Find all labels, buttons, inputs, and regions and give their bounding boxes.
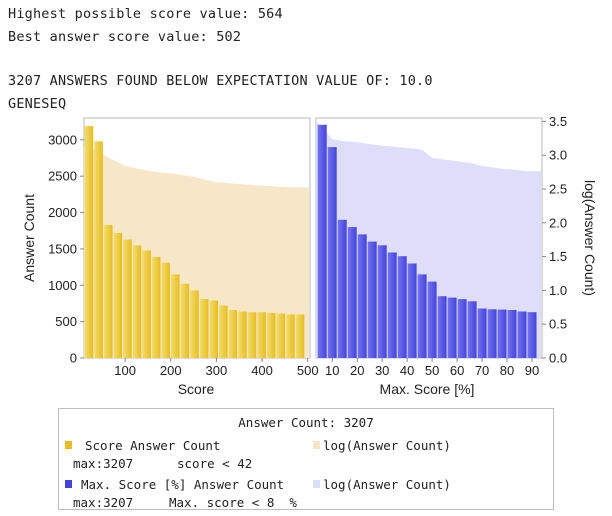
percent-x-tick-label: 80 (500, 363, 514, 378)
percent-bar (437, 296, 447, 358)
score-bar (171, 274, 180, 358)
score-bar (94, 141, 103, 358)
percent-x-tick-label: 60 (450, 363, 464, 378)
score-y-tick-label: 2000 (48, 205, 77, 220)
score-bar (199, 299, 209, 358)
percent-y-tick-label: 1.5 (549, 249, 567, 264)
score-bar (286, 314, 295, 358)
highest-score-text: Highest possible score value: 564 (8, 6, 283, 22)
score-bar (257, 312, 266, 358)
answers-found-text: 3207 ANSWERS FOUND BELOW EXPECTATION VAL… (8, 73, 433, 89)
percent-x-tick-label: 90 (525, 363, 539, 378)
score-y-tick-label: 2500 (48, 169, 77, 184)
percent-bar (347, 227, 357, 358)
answer-count-y-axis-title: Answer Count (21, 194, 37, 282)
percent-count-label: Max. Score [%] Answer Count (81, 477, 285, 492)
score-condition-text: score < 42 (177, 456, 253, 471)
score-bar (113, 232, 123, 358)
percent-x-tick-label: 40 (400, 363, 414, 378)
score-x-tick-label: 400 (251, 363, 273, 378)
score-count-swatch (65, 441, 72, 449)
percent-bar (317, 124, 327, 358)
percent-bar (527, 312, 537, 358)
answer-count-charts: 100 200 300 400 500050010001500200025003000 … (21, 114, 598, 397)
percent-bar (447, 297, 457, 358)
score-max-text: max:3207 (73, 456, 134, 471)
percent-bar (477, 308, 487, 358)
score-bar (238, 311, 247, 358)
score-bar (161, 262, 170, 358)
log-count-y-axis-title: log(Answer Count) (582, 180, 598, 296)
percent-x-tick-label: 50 (425, 363, 439, 378)
max-score-percent-chart: 10 20 30 40 50 60 70 80 90 0.0 0.5 1.0 1.5 2.0 2.5 3.0 3… (315, 114, 567, 378)
percent-y-tick-label: 2.0 (549, 215, 567, 230)
percent-y-tick-label: 3.5 (549, 114, 567, 129)
score-bar (190, 290, 199, 358)
score-bar (219, 305, 228, 358)
percent-bar (457, 299, 467, 358)
percent-count-swatch (65, 480, 72, 488)
percent-bar (397, 256, 407, 358)
score-bar (180, 283, 190, 358)
percent-x-tick-label: 20 (350, 363, 364, 378)
percent-log-label: log(Answer Count) (323, 477, 451, 492)
percent-y-tick-label: 1.0 (549, 283, 567, 298)
score-bar (103, 224, 113, 358)
score-bar (132, 245, 142, 358)
percent-x-tick-label: 70 (475, 363, 489, 378)
score-x-tick-label: 500 (297, 363, 319, 378)
percent-y-tick-label: 2.5 (549, 181, 567, 196)
percent-bar (417, 274, 427, 358)
percent-bar (387, 252, 397, 358)
percent-bar (517, 311, 527, 358)
score-chart: 100 200 300 400 500 0 500 1000 1500 2000 2500 3000 (48, 117, 319, 378)
chart-legend: Answer Count: 3207 Score Answer Count lo… (58, 408, 554, 510)
percent-bar (367, 241, 377, 358)
score-bar (142, 250, 151, 358)
score-x-tick-label: 300 (206, 363, 228, 378)
percent-bar (467, 301, 477, 358)
percent-bar (327, 147, 337, 358)
score-y-tick-label: 3000 (48, 132, 77, 147)
percent-bar (377, 245, 387, 358)
percent-bar (427, 281, 437, 358)
score-x-axis-title: Score (178, 381, 215, 397)
percent-x-tick-label: 10 (325, 363, 339, 378)
best-score-text: Best answer score value: 502 (8, 29, 242, 45)
percent-x-tick-label: 30 (375, 363, 389, 378)
score-count-label: Score Answer Count (85, 438, 221, 453)
score-bar (151, 256, 161, 358)
percent-bar (497, 309, 507, 358)
score-bar (84, 126, 94, 358)
legend-title: Answer Count: 3207 (238, 415, 374, 430)
score-y-tick-label: 1500 (48, 241, 77, 256)
percent-y-tick-label: 0.5 (549, 317, 567, 332)
score-x-tick-label: 100 (114, 363, 136, 378)
score-y-tick-label: 500 (55, 314, 77, 329)
percent-bar (407, 263, 417, 358)
score-y-tick-label: 0 (70, 351, 77, 366)
percent-log-swatch (313, 480, 320, 488)
percent-y-tick-label: 3.0 (549, 148, 567, 163)
percent-bar (337, 219, 347, 358)
score-bar (209, 300, 218, 358)
score-bar (276, 313, 286, 358)
score-y-tick-label: 1000 (48, 278, 77, 293)
score-bar (247, 312, 257, 358)
database-name: GENESEQ (8, 96, 67, 112)
score-bar (295, 314, 305, 358)
percent-max-text: max:3207 (73, 495, 134, 510)
score-x-tick-label: 200 (160, 363, 182, 378)
score-log-swatch (313, 441, 320, 449)
percent-condition-text: Max. score < 8 % (169, 495, 297, 510)
score-bar (266, 312, 276, 358)
score-bar (123, 239, 132, 358)
percent-bar (507, 310, 517, 358)
percent-bar (357, 234, 367, 358)
score-bar (228, 310, 238, 358)
score-log-label: log(Answer Count) (323, 438, 451, 453)
percent-y-tick-label: 0.0 (549, 351, 567, 366)
max-score-x-axis-title: Max. Score [%] (380, 381, 475, 397)
percent-bar (487, 309, 497, 358)
